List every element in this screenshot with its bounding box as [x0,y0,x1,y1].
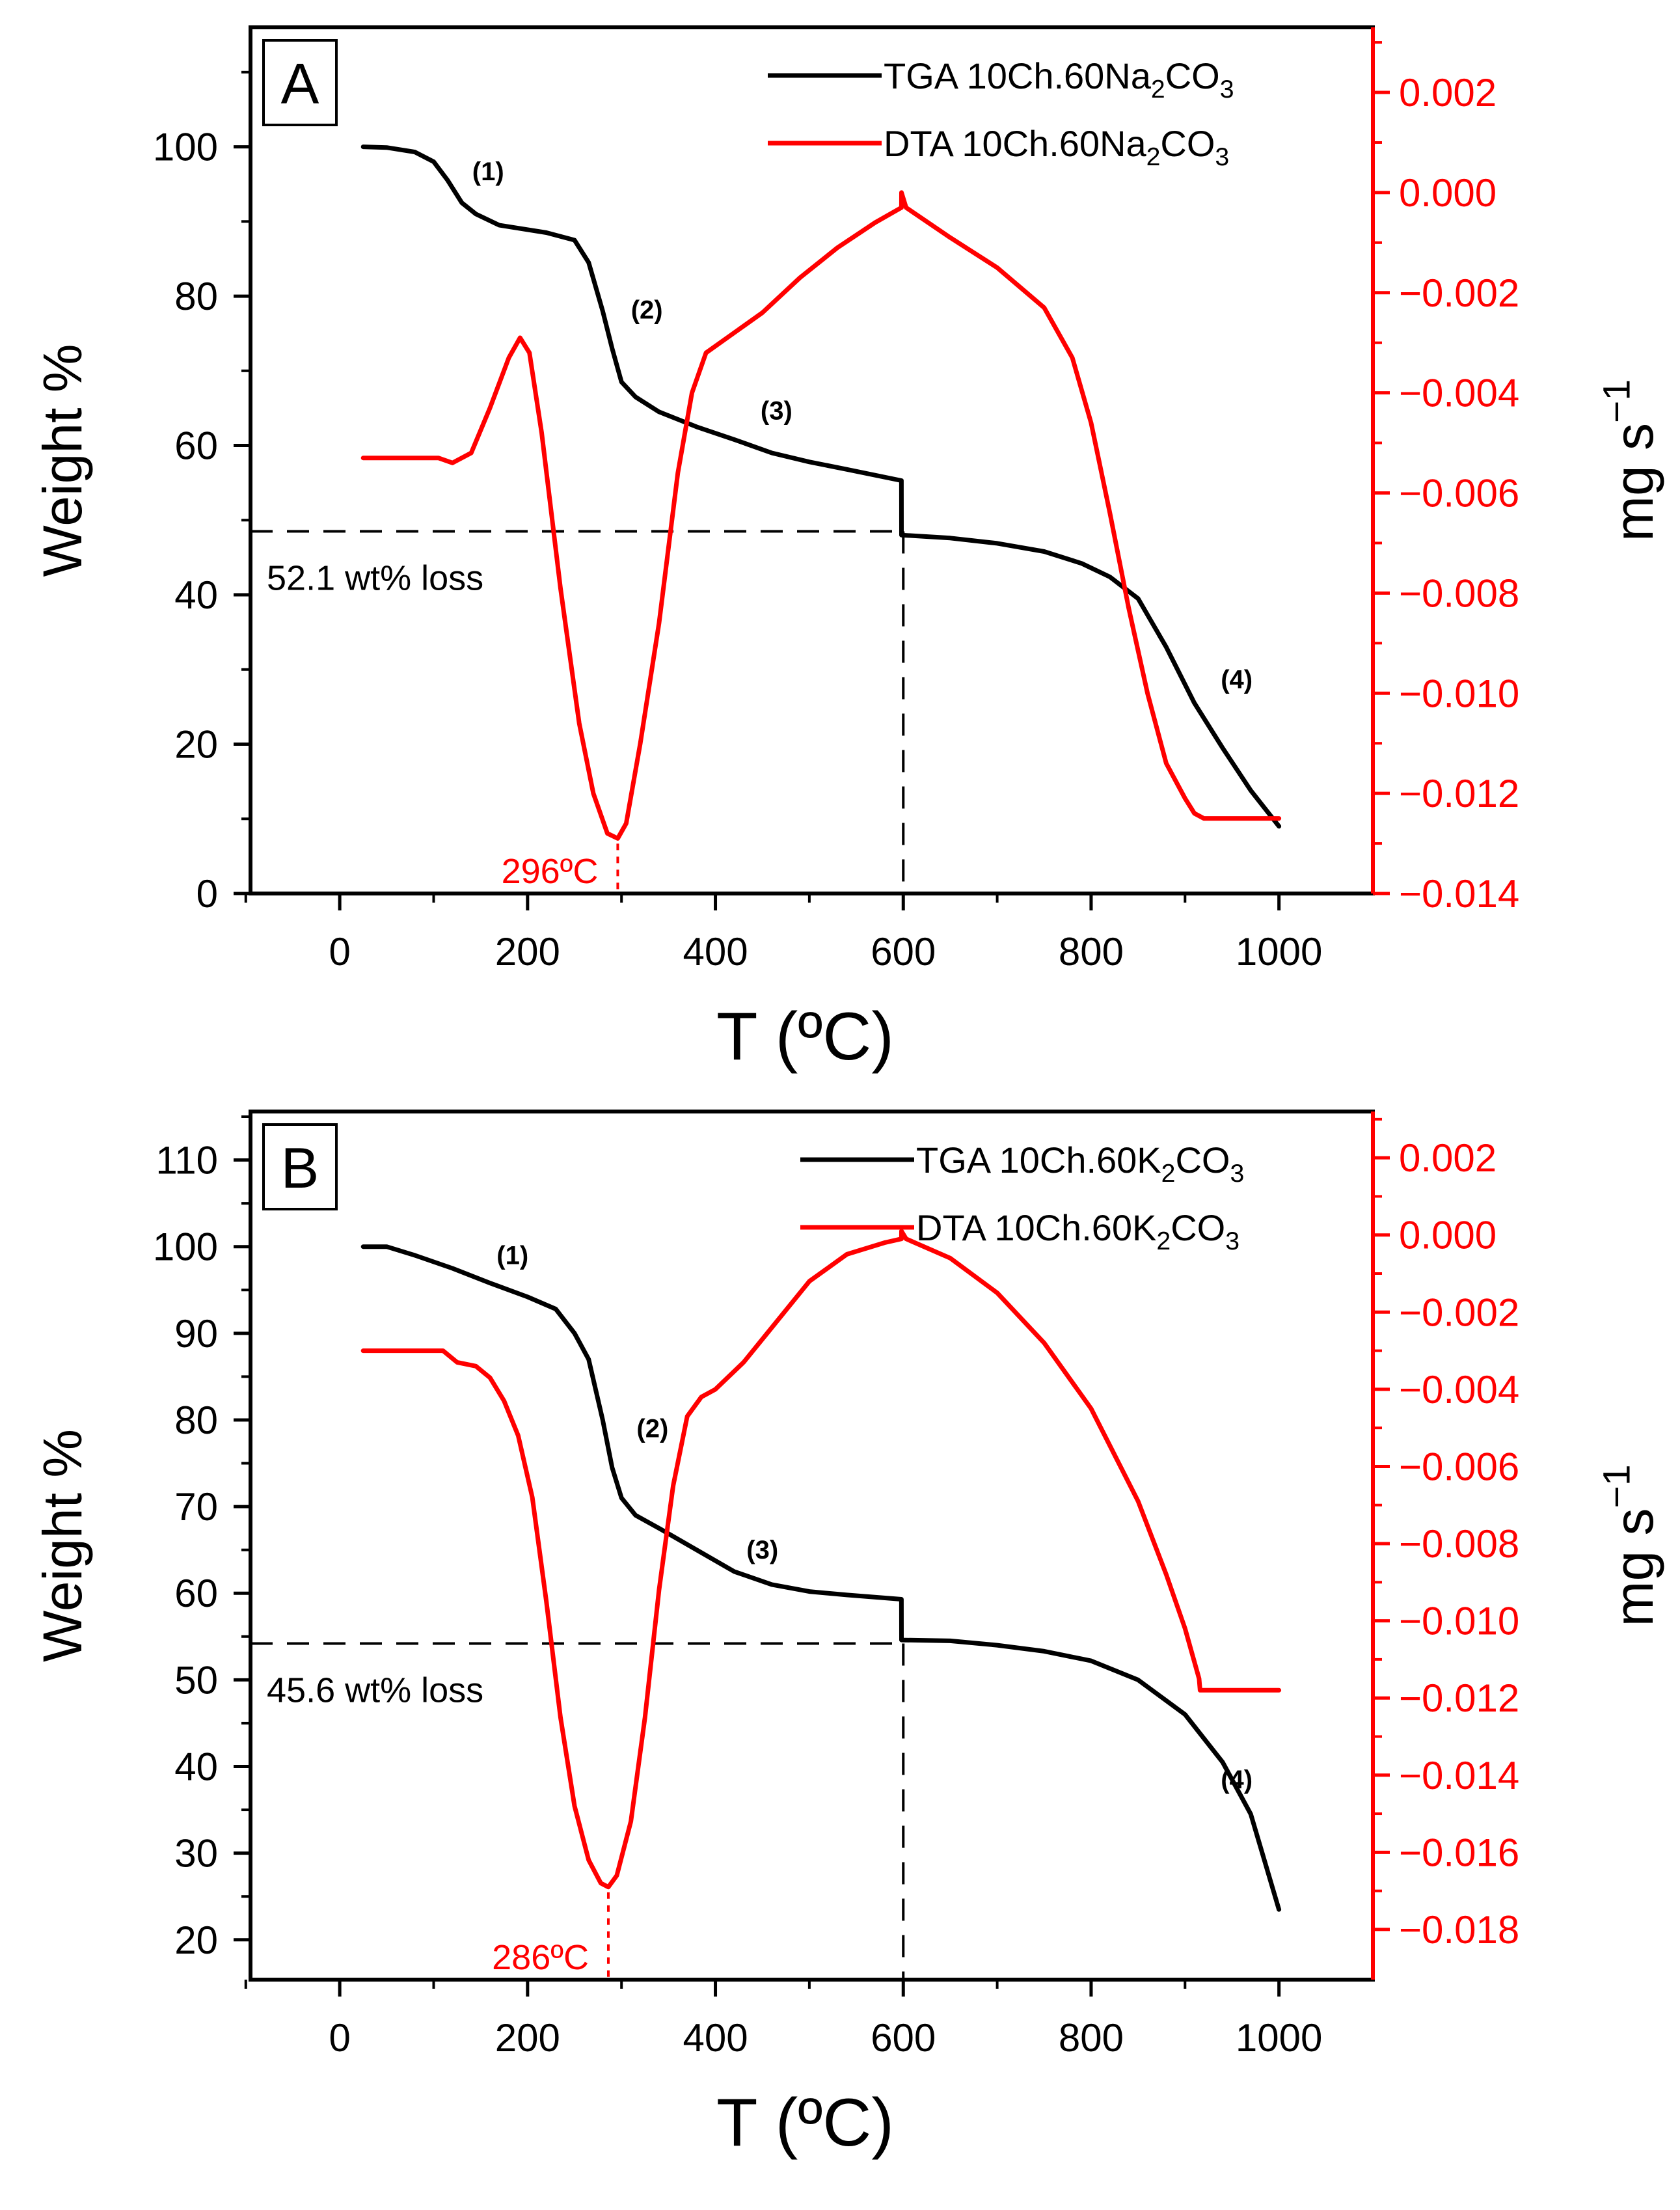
panel-b-x-tick-label: 400 [683,2016,748,2060]
panel-a-x-tick-label: 800 [1059,930,1124,974]
panel-b-tga-series-line [360,1244,1282,1912]
panel-b-panel-letter: B [281,1136,319,1200]
panel-a-y2-tick-label: 0.000 [1399,171,1497,215]
panel-b-x-tick-label: 800 [1059,2016,1124,2060]
panel-b-y2-tick-label: −0.002 [1399,1290,1519,1334]
panel-b-legend-label-tga: TGA 10Ch.60K2​CO3​ [916,1139,1244,1188]
panel-b-y-axis-title: Weight % [32,1429,93,1662]
panel-a-chart: 0 200 400 600 800 1000 0 20 40 60 80 100 −0.014 −0.01… [32,25,1664,1074]
panel-b-y2-axis-title: mg s−1​ [1596,1464,1664,1626]
panel-b-loss-annotation: 45.6 wt% loss [267,1671,483,1710]
panel-a-x-tick-label: 400 [683,930,748,974]
panel-a-y2-tick-label: −0.014 [1399,872,1519,916]
panel-a-stage-label: (3) [761,396,793,425]
panel-b-y-tick-label: 60 [174,1572,218,1615]
panel-a-x-axis-title: T (ºC) [716,999,894,1074]
panel-b-y2-tick-label: −0.008 [1399,1522,1519,1566]
panel-a-x-tick-label: 0 [329,930,350,974]
panel-a-stage-label: (4) [1221,665,1253,694]
panel-a-y-tick-label: 40 [174,573,218,617]
panel-b-y2-tick-label: −0.006 [1399,1445,1519,1488]
panel-b-stage-label: (3) [746,1536,778,1564]
panel-b-x-tick-label: 1000 [1236,2016,1322,2060]
panel-a-legend-label-dta: DTA 10Ch.60Na2​CO3​ [884,123,1229,171]
panel-b-stage-label: (2) [636,1415,668,1443]
panel-a-y-tick-label: 60 [174,424,218,468]
panel-b-stage-label: (1) [496,1241,528,1270]
panel-b-peak-label: 286ºC [492,1938,589,1977]
panel-b-x-axis-title: T (ºC) [716,2085,894,2161]
panel-b-x-tick-label: 0 [329,2016,350,2060]
panel-b-y2-tick-label: −0.004 [1399,1368,1519,1412]
panel-b-y-tick-label: 110 [156,1139,218,1182]
panel-a-y2-tick-label: −0.010 [1399,672,1519,715]
panel-a-y2-axis-title: mg s−1​ [1596,379,1664,541]
panel-a-y-tick-label: 20 [174,723,218,767]
panel-b-y-tick-label: 100 [153,1225,218,1269]
panel-a-x-tick-label: 1000 [1236,930,1322,974]
panel-b-y-tick-label: 20 [174,1918,218,1962]
panel-a-stage-label: (2) [631,295,663,324]
panel-b-y2-tick-label: 0.000 [1399,1214,1497,1257]
panel-a-panel-letter: A [281,51,319,116]
panel-a-y-tick-label: 0 [196,872,218,916]
panel-a-panel-letter-box [262,39,338,126]
panel-b-x-tick-label: 600 [871,2016,936,2060]
panel-b-y2-tick-label: −0.010 [1399,1600,1519,1643]
panel-b-y2-tick-label: −0.014 [1399,1754,1519,1797]
panel-b-y-tick-label: 50 [174,1658,218,1702]
panel-b-y2-tick-label: −0.016 [1399,1831,1519,1874]
panel-b-y-tick-label: 30 [174,1832,218,1876]
panel-a-stage-label: (1) [472,157,504,186]
panel-a-legend-label-tga: TGA 10Ch.60Na2​CO3​ [884,55,1234,103]
panel-b-y-tick-label: 80 [174,1398,218,1442]
panel-b-y2-tick-label: −0.018 [1399,1908,1519,1952]
panel-a-peak-label: 296ºC [502,852,599,891]
panel-b-chart: 0 200 400 600 800 1000 20 30 40 50 60 70 80 90 100 110 −… [32,1110,1664,2161]
panel-b-y2-tick-label: 0.002 [1399,1136,1497,1180]
panel-b-y-tick-label: 70 [174,1485,218,1529]
panel-a-x-tick-label: 600 [871,930,936,974]
panel-b-y-tick-label: 40 [174,1745,218,1788]
panel-b-x-tick-label: 200 [495,2016,560,2060]
panel-b-panel-letter-box [262,1123,338,1210]
panel-b-dta-series-line [360,1229,1282,1890]
panel-a-y2-tick-label: −0.004 [1399,372,1519,415]
panel-a-tga-series-line [360,144,1282,829]
panel-a-y2-tick-label: −0.012 [1399,772,1519,815]
panel-b-y-tick-label: 90 [174,1312,218,1356]
panel-a-dta-series-line [360,190,1282,841]
panel-a-y-axis-title: Weight % [32,344,93,577]
panel-a-y2-tick-label: −0.002 [1399,271,1519,315]
panel-a-x-tick-label: 200 [495,930,560,974]
panel-b-y2-tick-label: −0.012 [1399,1676,1519,1720]
panel-a-y-tick-label: 80 [174,275,218,318]
panel-a-y2-tick-label: −0.008 [1399,571,1519,615]
panel-a-y-tick-label: 100 [153,126,218,169]
panel-a-y2-tick-label: 0.002 [1399,71,1497,115]
panel-b-legend-label-dta: DTA 10Ch.60K2​CO3​ [916,1207,1240,1255]
panel-a-loss-annotation: 52.1 wt% loss [267,559,483,598]
panel-b-stage-label: (4) [1221,1766,1253,1794]
panel-a-y2-tick-label: −0.006 [1399,472,1519,515]
